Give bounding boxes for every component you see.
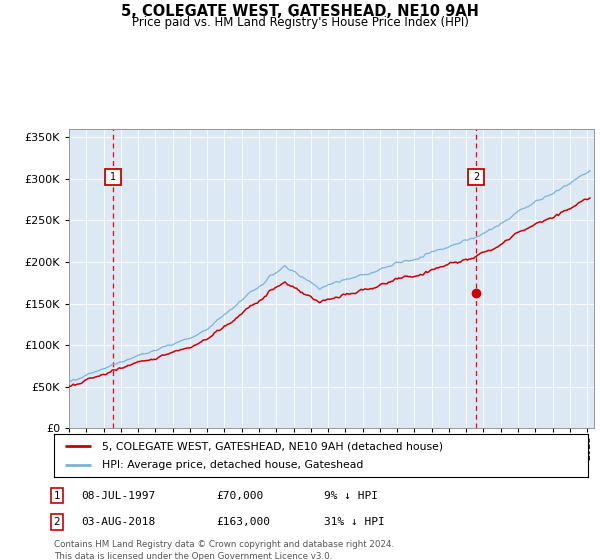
Text: 5, COLEGATE WEST, GATESHEAD, NE10 9AH: 5, COLEGATE WEST, GATESHEAD, NE10 9AH xyxy=(121,4,479,20)
Text: 2: 2 xyxy=(53,517,61,527)
Text: 31% ↓ HPI: 31% ↓ HPI xyxy=(324,517,385,527)
Text: Price paid vs. HM Land Registry's House Price Index (HPI): Price paid vs. HM Land Registry's House … xyxy=(131,16,469,29)
Text: HPI: Average price, detached house, Gateshead: HPI: Average price, detached house, Gate… xyxy=(102,460,364,470)
Text: £163,000: £163,000 xyxy=(216,517,270,527)
Text: 1: 1 xyxy=(109,172,116,182)
Text: 1: 1 xyxy=(53,491,61,501)
Text: £70,000: £70,000 xyxy=(216,491,263,501)
Text: 5, COLEGATE WEST, GATESHEAD, NE10 9AH (detached house): 5, COLEGATE WEST, GATESHEAD, NE10 9AH (d… xyxy=(102,441,443,451)
Text: 9% ↓ HPI: 9% ↓ HPI xyxy=(324,491,378,501)
Text: 03-AUG-2018: 03-AUG-2018 xyxy=(81,517,155,527)
Text: 2: 2 xyxy=(473,172,479,182)
Text: 08-JUL-1997: 08-JUL-1997 xyxy=(81,491,155,501)
Text: Contains HM Land Registry data © Crown copyright and database right 2024.
This d: Contains HM Land Registry data © Crown c… xyxy=(54,540,394,560)
